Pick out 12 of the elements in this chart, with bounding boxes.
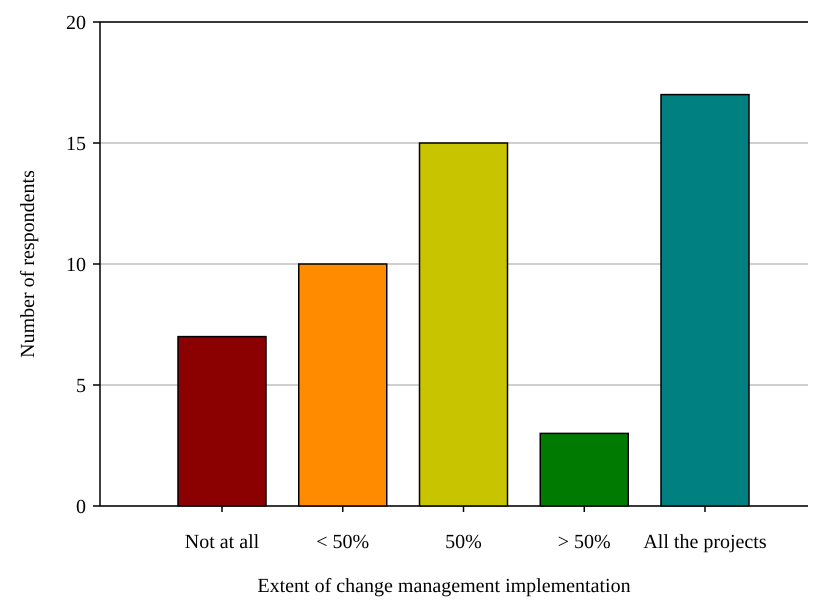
y-tick-label: 5 — [76, 375, 86, 397]
y-tick-label: 0 — [76, 496, 86, 518]
y-tick-label: 10 — [66, 254, 86, 276]
x-tick-label: 50% — [445, 531, 482, 553]
x-tick-label: < 50% — [316, 531, 370, 553]
y-tick-label: 15 — [66, 133, 86, 155]
y-axis-title: Number of respondents — [17, 170, 39, 358]
x-tick-label: > 50% — [558, 531, 611, 553]
x-tick-label: Not at all — [184, 531, 260, 553]
y-tick-label: 20 — [66, 12, 86, 34]
x-axis-title: Extent of change management implementation — [257, 575, 631, 597]
x-tick-label: All the projects — [643, 531, 767, 553]
